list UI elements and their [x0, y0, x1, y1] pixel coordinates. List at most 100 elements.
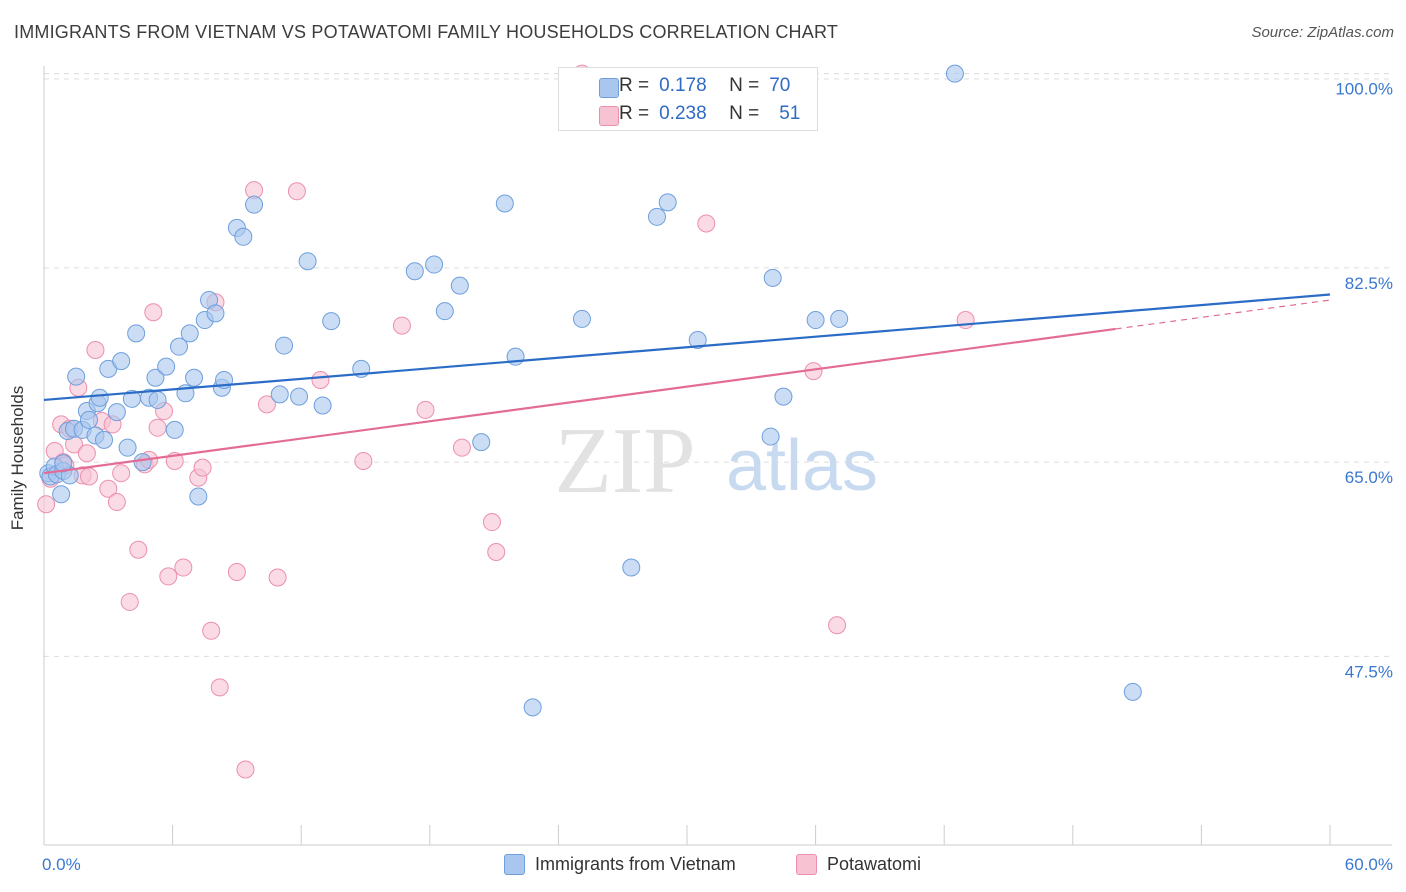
- data-point-potawatomi: [354, 451, 373, 470]
- data-point-potawatomi: [86, 341, 105, 360]
- data-point-vietnam: [206, 304, 225, 323]
- data-point-vietnam: [107, 403, 126, 422]
- y-tick-label: 47.5%: [1345, 662, 1393, 681]
- data-point-vietnam: [127, 324, 146, 343]
- data-point-vietnam: [763, 268, 782, 287]
- data-point-vietnam: [495, 194, 514, 213]
- chart-title: IMMIGRANTS FROM VIETNAM VS POTAWATOMI FA…: [14, 22, 839, 42]
- data-point-vietnam: [95, 430, 114, 449]
- legend-swatch-blue: [504, 853, 525, 875]
- data-point-vietnam: [450, 276, 469, 295]
- data-point-vietnam: [774, 387, 793, 406]
- watermark: ZIP atlas: [555, 409, 879, 513]
- r-label: R =: [619, 103, 650, 124]
- trend-lines: [43, 293, 1331, 475]
- r-value: 0.178: [659, 75, 707, 96]
- data-point-vietnam: [112, 352, 131, 371]
- data-point-vietnam: [52, 485, 71, 504]
- data-point-vietnam: [67, 367, 86, 386]
- data-point-vietnam: [146, 368, 165, 387]
- data-point-vietnam: [148, 390, 167, 409]
- data-point-potawatomi: [129, 540, 148, 559]
- data-point-vietnam: [761, 427, 780, 446]
- data-point-potawatomi: [697, 214, 716, 233]
- data-point-potawatomi: [416, 400, 435, 419]
- data-point-vietnam: [572, 309, 591, 328]
- data-point-vietnam: [185, 368, 204, 387]
- trend-line-potawatomi: [43, 327, 1116, 475]
- data-point-potawatomi: [159, 567, 178, 586]
- y-axis-label: Family Households: [8, 385, 27, 531]
- legend-swatch-pink: [796, 853, 817, 875]
- data-point-vietnam: [313, 396, 332, 415]
- data-point-vietnam: [322, 312, 341, 331]
- data-point-vietnam: [658, 193, 677, 212]
- legend-label: Immigrants from Vietnam: [535, 853, 736, 874]
- data-point-vietnam: [270, 385, 289, 404]
- y-tick-label: 100.0%: [1335, 80, 1393, 99]
- n-label: N =: [729, 103, 760, 124]
- series-vietnam: [39, 64, 1142, 717]
- n-value: 70: [769, 75, 791, 96]
- data-point-vietnam: [523, 698, 542, 717]
- y-tick-label: 65.0%: [1345, 468, 1393, 487]
- data-point-vietnam: [1123, 682, 1142, 701]
- data-point-potawatomi: [37, 495, 56, 514]
- data-point-vietnam: [298, 252, 317, 271]
- data-point-potawatomi: [193, 458, 212, 477]
- trend-line-potawatomi-extension: [1115, 299, 1331, 330]
- data-point-vietnam: [647, 207, 666, 226]
- x-tick-label: 60.0%: [1345, 855, 1393, 874]
- n-value: 51: [779, 103, 801, 124]
- data-point-potawatomi: [99, 479, 118, 498]
- data-point-vietnam: [435, 302, 454, 321]
- data-point-potawatomi: [482, 513, 501, 532]
- data-point-potawatomi: [452, 438, 471, 457]
- y-tick-label: 82.5%: [1345, 274, 1393, 293]
- data-point-vietnam: [472, 433, 491, 452]
- watermark-zip: ZIP: [555, 409, 696, 513]
- r-value: 0.238: [659, 103, 707, 124]
- legend-swatch-blue: [599, 78, 619, 98]
- data-point-vietnam: [165, 420, 184, 439]
- data-point-vietnam: [245, 195, 264, 214]
- data-point-potawatomi: [311, 370, 330, 389]
- data-point-vietnam: [405, 262, 424, 281]
- data-point-vietnam: [234, 227, 253, 246]
- data-point-vietnam: [830, 309, 849, 328]
- r-label: R =: [619, 75, 650, 96]
- data-point-potawatomi: [80, 467, 99, 486]
- data-point-potawatomi: [392, 316, 411, 335]
- data-point-potawatomi: [210, 678, 229, 697]
- trend-line-vietnam: [43, 293, 1331, 402]
- x-tick-label: 0.0%: [42, 855, 81, 874]
- correlation-legend: R = 0.178 N = 70 R = 0.238 N = 51: [558, 67, 818, 131]
- data-point-vietnam: [118, 438, 137, 457]
- data-point-potawatomi: [227, 562, 246, 581]
- data-point-vietnam: [133, 453, 152, 472]
- data-point-potawatomi: [257, 395, 276, 414]
- data-point-vietnam: [170, 337, 189, 356]
- source-credit: Source: ZipAtlas.com: [1251, 24, 1394, 41]
- data-point-vietnam: [80, 410, 99, 429]
- legend-label: Potawatomi: [827, 853, 922, 874]
- data-point-potawatomi: [77, 444, 96, 463]
- data-point-potawatomi: [287, 182, 306, 201]
- legend-swatch-pink: [599, 106, 619, 126]
- data-point-potawatomi: [148, 418, 167, 437]
- data-point-potawatomi: [202, 621, 221, 640]
- data-point-vietnam: [688, 331, 707, 350]
- data-point-vietnam: [622, 558, 641, 577]
- data-point-vietnam: [806, 311, 825, 330]
- data-point-vietnam: [180, 324, 199, 343]
- watermark-atlas: atlas: [726, 426, 878, 506]
- data-point-vietnam: [945, 64, 964, 83]
- data-point-potawatomi: [236, 760, 255, 779]
- data-point-potawatomi: [956, 311, 975, 330]
- data-point-potawatomi: [120, 592, 139, 611]
- legend-item-potawatomi: Potawatomi: [796, 852, 921, 876]
- data-point-potawatomi: [487, 542, 506, 561]
- data-point-potawatomi: [828, 616, 847, 635]
- n-label: N =: [729, 75, 760, 96]
